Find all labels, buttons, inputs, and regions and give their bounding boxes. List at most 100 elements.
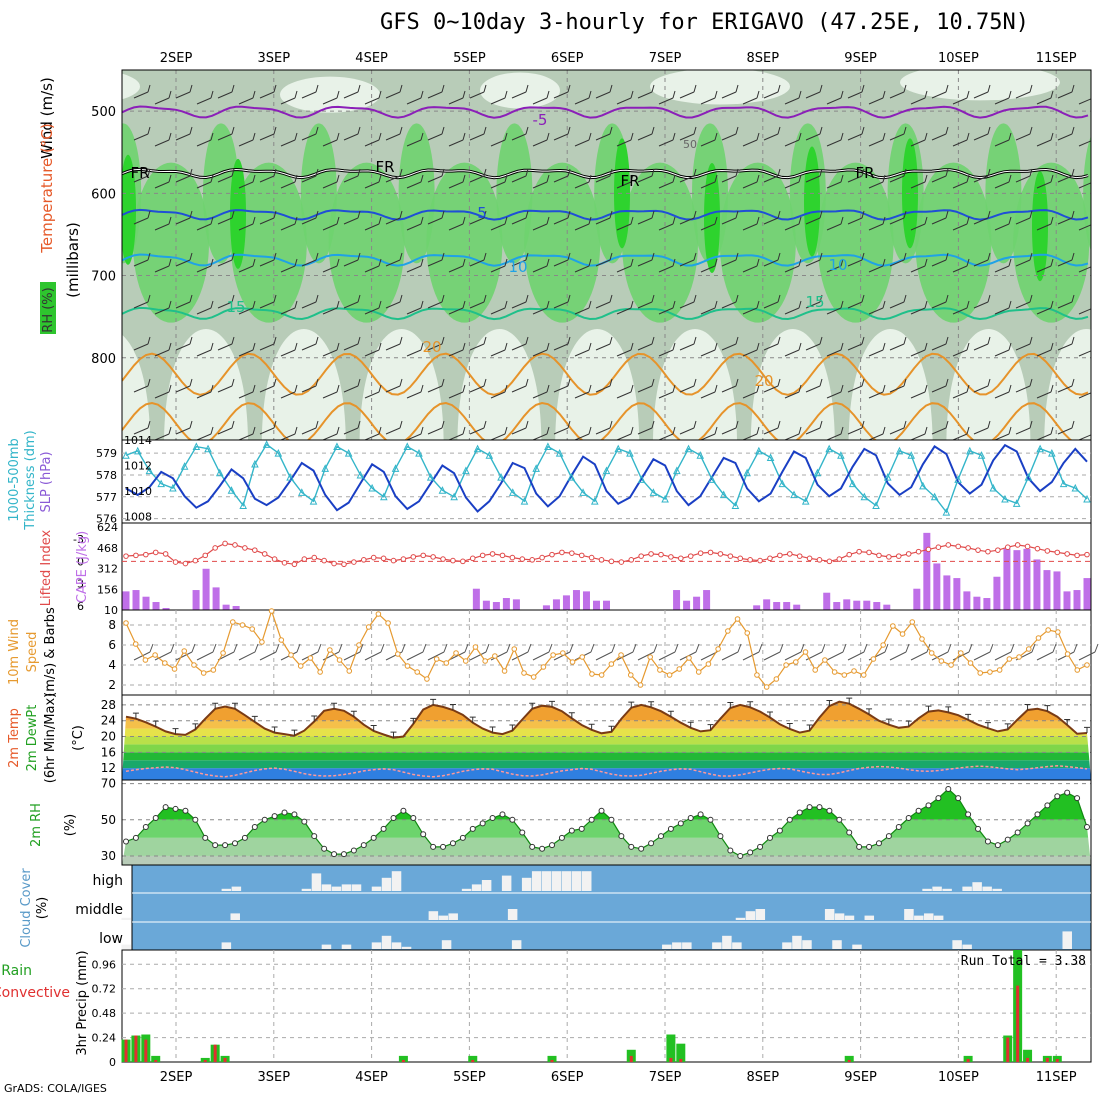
dry-layer xyxy=(750,329,835,440)
thickness-point xyxy=(766,453,775,461)
rh-point xyxy=(994,842,1001,849)
wind-barb xyxy=(196,426,214,440)
date-label-bottom: 5SEP xyxy=(453,1070,486,1085)
precip-convective-bar xyxy=(966,1058,970,1062)
li-point xyxy=(806,555,813,562)
wind-barb xyxy=(406,132,424,147)
rh-point xyxy=(489,814,496,821)
wind-barb xyxy=(910,342,928,357)
y-tick-label: 0 xyxy=(109,1056,116,1069)
thickness-point xyxy=(555,448,564,457)
wind-barb xyxy=(784,643,805,661)
li-point xyxy=(351,559,357,565)
upper-air-plot xyxy=(122,70,1091,440)
wind-barb xyxy=(658,426,676,440)
precip-convective-bar xyxy=(134,1035,138,1062)
wind-barb xyxy=(364,174,382,189)
isotherm-line xyxy=(122,168,1089,179)
wind-barb xyxy=(511,420,529,435)
wind-barb xyxy=(763,420,781,435)
wind-barb xyxy=(301,294,319,309)
wind-barb xyxy=(700,174,718,189)
rh-point xyxy=(796,809,803,816)
rh-point xyxy=(747,849,754,856)
wind-barb xyxy=(1057,168,1075,183)
wind-speed-point xyxy=(288,652,294,658)
cloud-bar xyxy=(962,944,972,949)
wind-barb xyxy=(952,174,970,189)
wind-barb xyxy=(301,168,319,183)
wind-barb xyxy=(889,252,907,267)
wind-barb xyxy=(385,252,403,267)
rh-point xyxy=(558,834,565,841)
precip-convective-bar xyxy=(1006,1037,1010,1062)
cloud-bar xyxy=(962,886,972,891)
minmax-bar xyxy=(509,724,516,731)
wind-speed-point xyxy=(346,668,353,674)
wind-barb xyxy=(1036,342,1054,357)
rh-point xyxy=(866,843,873,850)
cloud-bar xyxy=(722,935,732,949)
rh-moist-area xyxy=(1013,162,1090,323)
wind-barb xyxy=(364,90,382,105)
thickness-point xyxy=(919,481,927,490)
thickness-point xyxy=(251,459,259,468)
date-label-bottom: 3SEP xyxy=(258,1070,291,1085)
precip-convective-bar xyxy=(669,1057,673,1062)
cloud-bar xyxy=(231,886,242,891)
li-point xyxy=(1034,545,1041,552)
wind-barb xyxy=(154,643,175,661)
wind-barb xyxy=(469,336,487,351)
minmax-bar xyxy=(885,718,892,725)
slp-tick: 1014 xyxy=(124,434,152,447)
cloud-bar xyxy=(301,888,312,891)
wind-barb xyxy=(868,258,886,273)
wind-barb xyxy=(469,168,487,183)
rh-point xyxy=(459,834,466,841)
wind-barb xyxy=(889,210,907,225)
y-tick-label: 50 xyxy=(101,813,116,827)
wind-barb xyxy=(385,336,403,351)
thickness-point xyxy=(684,444,693,453)
cloud-bar xyxy=(551,871,562,891)
wind-barb xyxy=(511,378,529,393)
cape-bar xyxy=(492,602,500,610)
minmax-bar xyxy=(727,702,734,709)
wind-barb xyxy=(784,384,802,399)
wind-barb xyxy=(364,216,382,231)
cape-bar xyxy=(933,563,941,610)
wind-barb xyxy=(322,342,340,357)
li-point xyxy=(450,557,456,564)
thickness-point xyxy=(860,492,869,501)
cape-panel xyxy=(121,522,1092,611)
grads-credit: GrADS: COLA/IGES xyxy=(4,1082,107,1095)
cloud-bar xyxy=(221,888,232,891)
li-point xyxy=(301,556,308,562)
wind-speed-point xyxy=(841,672,848,678)
wind-barb xyxy=(889,420,907,435)
wind-barb xyxy=(616,90,634,105)
wind-barb xyxy=(679,168,697,183)
y-tick-label: 4 xyxy=(108,658,116,672)
wind-barb xyxy=(343,252,361,267)
wind-barb xyxy=(658,174,676,189)
wind-speed-point xyxy=(356,642,362,648)
wind-barb xyxy=(868,300,886,315)
wind-speed-point xyxy=(666,672,673,678)
temp-band xyxy=(122,768,1091,780)
wind-barb xyxy=(238,643,259,661)
wind-barb xyxy=(511,210,529,225)
wind-barb xyxy=(301,252,319,267)
li-point xyxy=(509,554,516,561)
wind-barb xyxy=(574,216,592,231)
precip-total-bar xyxy=(398,1055,408,1062)
minmax-bar xyxy=(251,715,258,722)
wind-barb xyxy=(133,643,154,661)
thickness-point xyxy=(215,468,224,477)
thickness-point xyxy=(262,440,271,448)
wind-barb xyxy=(721,420,739,435)
chart-title: GFS 0~10day 3-hourly for ERIGAVO (47.25E… xyxy=(380,10,1030,35)
wind-barb xyxy=(490,132,508,147)
wind-barb xyxy=(616,300,634,315)
wind-barb xyxy=(889,336,907,351)
